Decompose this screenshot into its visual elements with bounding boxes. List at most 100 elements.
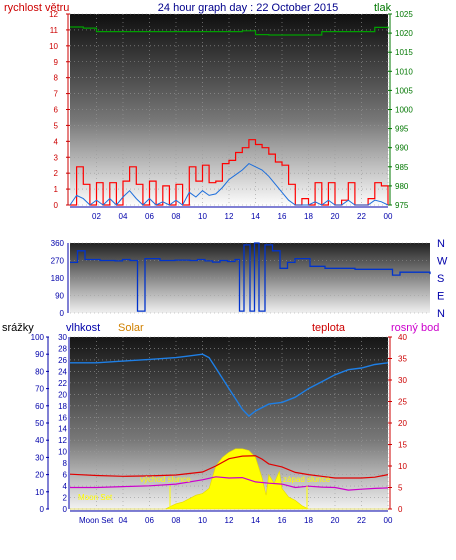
humidity-tick: 28	[58, 344, 67, 353]
humidity-axis-title: vlhkost	[66, 322, 100, 334]
direction-panel-series	[70, 242, 431, 312]
hour-tick: 04	[119, 212, 128, 221]
wind-speed-axis-title: rychlost větru	[4, 2, 69, 14]
pressure-tick: 1010	[395, 67, 413, 76]
hour-tick: 00	[384, 212, 393, 221]
hour-tick: 00	[384, 516, 393, 525]
pressure-tick: 1020	[395, 29, 413, 38]
direction-tick: 0	[60, 309, 65, 318]
humidity-tick: 14	[58, 425, 67, 434]
hour-tick: 04	[119, 516, 128, 525]
pressure-tick: 990	[395, 144, 409, 153]
wind-panel-series	[69, 26, 389, 206]
direction-panel-axes: 0 N 90 E 180 S 270 W 360 N	[51, 238, 448, 320]
hour-tick: 02	[92, 212, 101, 221]
humidity-tick: 22	[58, 379, 67, 388]
hour-tick: 08	[172, 516, 181, 525]
hour-tick: 06	[145, 212, 154, 221]
moon-set-annotation: Moon Set	[78, 493, 113, 502]
rain-tick: 40	[35, 436, 44, 445]
pressure-tick: 980	[395, 182, 409, 191]
temperature-tick: 5	[398, 484, 403, 493]
wind-direction-line	[70, 242, 431, 312]
humidity-tick: 10	[58, 448, 67, 457]
temperature-tick: 25	[398, 398, 407, 407]
wind-speed-tick: 6	[54, 106, 59, 115]
wind-speed-tick: 5	[54, 121, 59, 130]
hour-tick: 20	[331, 212, 340, 221]
hour-tick: 06	[145, 516, 154, 525]
moon-set-axis-annotation: Moon Set	[79, 516, 114, 525]
rain-tick: 10	[35, 488, 44, 497]
main-panel-annotations: Moon Set východ slunce západ slunce Moon Se…	[78, 475, 331, 525]
rain-tick: 30	[35, 453, 44, 462]
humidity-tick: 4	[63, 482, 68, 491]
humidity-tick: 26	[58, 356, 67, 365]
dewpoint-line	[70, 476, 389, 491]
sunrise-annotation: východ slunce	[140, 475, 191, 484]
wind-speed-tick: 12	[49, 10, 58, 19]
rain-tick: 50	[35, 419, 44, 428]
temperature-axis-title: teplota	[312, 322, 346, 334]
pressure-tick: 1015	[395, 48, 413, 57]
main-panel-series	[69, 353, 389, 510]
wind-speed-tick: 1	[54, 185, 59, 194]
wind-gust-line	[70, 139, 389, 206]
rain-tick: 20	[35, 471, 44, 480]
wind-speed-tick: 9	[54, 58, 59, 67]
pressure-line	[70, 26, 389, 36]
graph-title: 24 hour graph day : 22 October 2015	[158, 2, 338, 14]
wind-speed-tick: 2	[54, 169, 59, 178]
dewpoint-legend: rosný bod	[391, 322, 439, 334]
temperature-tick: 0	[398, 505, 403, 514]
rain-axis-title: srážky	[2, 322, 34, 334]
hour-tick: 22	[357, 212, 366, 221]
temperature-tick: 10	[398, 462, 407, 471]
hour-tick: 08	[172, 212, 181, 221]
temperature-tick: 35	[398, 355, 407, 364]
wind-avg-line	[69, 162, 389, 206]
humidity-tick: 16	[58, 413, 67, 422]
pressure-axis-title: tlak	[374, 2, 392, 14]
hour-tick: 14	[251, 212, 260, 221]
compass-label: N	[437, 308, 445, 320]
compass-label: E	[437, 291, 444, 303]
humidity-tick: 30	[58, 333, 67, 342]
temperature-tick: 15	[398, 441, 407, 450]
rain-tick: 100	[31, 333, 45, 342]
wind-speed-tick: 0	[54, 201, 59, 210]
hour-tick: 16	[278, 212, 287, 221]
wind-speed-tick: 10	[49, 42, 58, 51]
compass-label: N	[437, 238, 445, 250]
humidity-tick: 20	[58, 390, 67, 399]
wind-speed-tick: 7	[54, 90, 59, 99]
pressure-tick: 1000	[395, 106, 413, 115]
wind-speed-tick: 8	[54, 74, 59, 83]
humidity-tick: 18	[58, 402, 67, 411]
humidity-tick: 12	[58, 436, 67, 445]
hour-tick: 10	[198, 516, 207, 525]
rain-tick: 70	[35, 385, 44, 394]
wind-speed-tick: 3	[54, 153, 59, 162]
hour-tick: 22	[357, 516, 366, 525]
pressure-tick: 1025	[395, 10, 413, 19]
pressure-tick: 1005	[395, 86, 413, 95]
hour-tick: 18	[304, 516, 313, 525]
temperature-line	[69, 455, 389, 479]
sunset-annotation: západ slunce	[283, 475, 331, 484]
humidity-line	[70, 353, 389, 418]
direction-tick: 270	[51, 257, 65, 266]
direction-tick: 180	[51, 274, 65, 283]
compass-label: W	[437, 256, 448, 268]
pressure-tick: 995	[395, 125, 409, 134]
humidity-tick: 8	[63, 459, 68, 468]
temperature-tick: 30	[398, 376, 407, 385]
humidity-tick: 6	[63, 471, 68, 480]
hour-tick: 12	[225, 212, 234, 221]
hour-tick: 20	[331, 516, 340, 525]
hour-tick: 18	[304, 212, 313, 221]
solar-legend: Solar	[118, 322, 144, 334]
main-panel-axes: 0102030405060708090100024681012141618202…	[31, 333, 408, 525]
